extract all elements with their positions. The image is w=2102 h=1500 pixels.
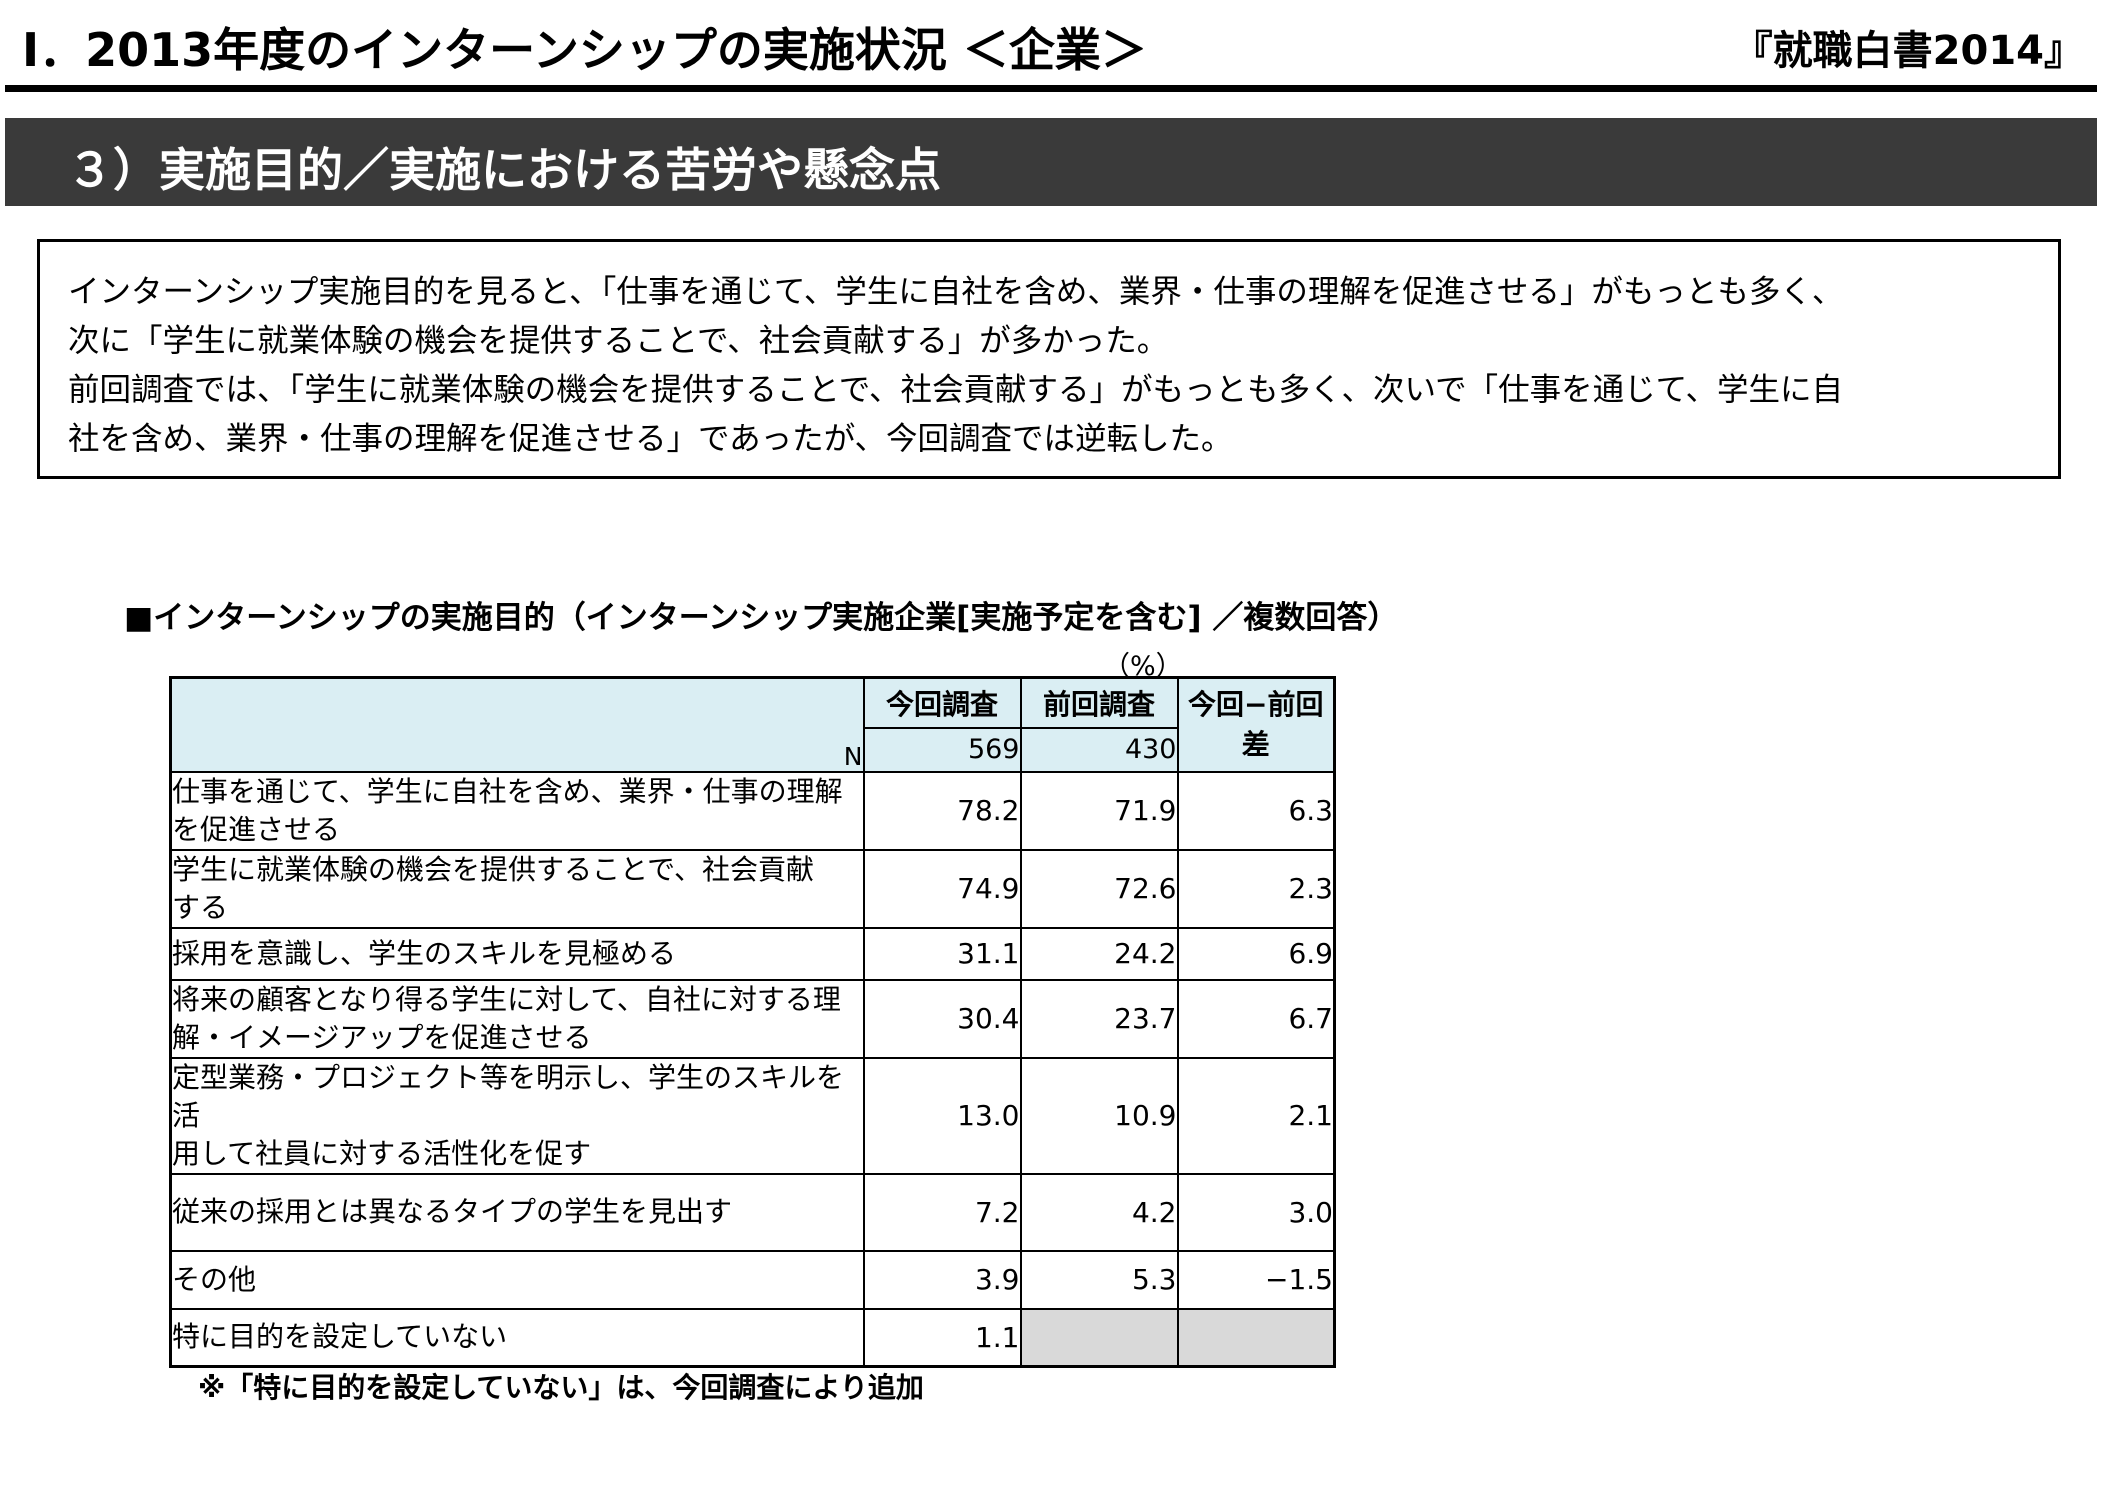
table-row: 特に目的を設定していない 1.1 — [169, 1307, 1336, 1368]
table-row: その他 3.9 5.3 −1.5 — [169, 1249, 1336, 1310]
row-label: 学生に就業体験の機会を提供することで、社会貢献 する — [169, 848, 865, 929]
row-label: 従来の採用とは異なるタイプの学生を見出す — [169, 1172, 865, 1252]
table-row: 定型業務・プロジェクト等を明示し、学生のスキルを活 用して社員に対する活性化を促… — [169, 1056, 1336, 1175]
page-header: Ⅰ．2013年度のインターンシップの実施状況 ＜企業＞ 『就職白書2014』 — [0, 0, 2102, 96]
page-title: Ⅰ．2013年度のインターンシップの実施状況 ＜企業＞ — [22, 23, 1147, 77]
table-row: 仕事を通じて、学生に自社を含め、業界・仕事の理解 を促進させる 78.2 71.… — [169, 770, 1336, 851]
cell-previous: 72.6 — [1019, 848, 1179, 929]
cell-diff: 2.3 — [1176, 848, 1336, 929]
summary-line: 社を含め、業界・仕事の理解を促進させる」であったが、今回調査では逆転した。 — [68, 421, 1233, 457]
summary-line: 次に「学生に就業体験の機会を提供することで、社会貢献する」が多かった。 — [68, 323, 1169, 359]
diff-header-line2: 差 — [1241, 727, 1270, 761]
table-row: 学生に就業体験の機会を提供することで、社会貢献 する 74.9 72.6 2.3 — [169, 848, 1336, 929]
cell-previous: 4.2 — [1019, 1172, 1179, 1252]
table-n-row: 569 430 — [171, 726, 1335, 773]
table-caption: ■インターンシップの実施目的（インターンシップ実施企業[実施予定を含む] ／複数… — [124, 600, 1399, 636]
diff-header-line1: 今回−前回 — [1188, 687, 1324, 721]
footnote: ※「特に目的を設定していない」は、今回調査により追加 — [198, 1371, 924, 1404]
col-header-previous: 前回調査 — [1019, 676, 1179, 729]
n-label-cell: N — [169, 676, 865, 773]
cell-current: 74.9 — [862, 848, 1022, 929]
cell-diff: 6.7 — [1176, 978, 1336, 1059]
row-label: その他 — [169, 1249, 865, 1310]
table-header-row: N 今回調査 前回調査 今回−前回 差 — [169, 676, 1336, 773]
row-label: 特に目的を設定していない — [169, 1307, 865, 1368]
row-label-line: 用して社員に対する活性化を促す — [172, 1136, 592, 1170]
row-label-line: 学生に就業体験の機会を提供することで、社会貢献 — [172, 852, 815, 886]
row-label-line: 定型業務・プロジェクト等を明示し、学生のスキルを活 — [172, 1060, 845, 1132]
section-bar: ３）実施目的／実施における苦労や懸念点 — [5, 118, 2097, 206]
cell-diff-empty — [1176, 1307, 1336, 1368]
row-label-line: する — [172, 890, 229, 924]
cell-previous: 23.7 — [1019, 978, 1179, 1059]
cell-current: 7.2 — [862, 1172, 1022, 1252]
table-row: 採用を意識し、学生のスキルを見極める 31.1 24.2 6.9 — [169, 926, 1336, 981]
table-row: 従来の採用とは異なるタイプの学生を見出す 7.2 4.2 3.0 — [169, 1172, 1336, 1252]
cell-current: 30.4 — [862, 978, 1022, 1059]
n-current: 569 — [862, 726, 1022, 773]
cell-current: 1.1 — [862, 1307, 1022, 1368]
row-label: 将来の顧客となり得る学生に対して、自社に対する理 解・イメージアップを促進させる — [169, 978, 865, 1059]
table-row: 将来の顧客となり得る学生に対して、自社に対する理 解・イメージアップを促進させる… — [169, 978, 1336, 1059]
row-label-line: 仕事を通じて、学生に自社を含め、業界・仕事の理解 — [172, 774, 843, 808]
cell-diff: 2.1 — [1176, 1056, 1336, 1175]
n-label: N — [843, 741, 863, 771]
row-label-line: 将来の顧客となり得る学生に対して、自社に対する理 — [172, 982, 841, 1016]
purpose-table: N 今回調査 前回調査 今回−前回 差 569 430 仕事を通じて、学生に自社… — [169, 676, 1336, 1368]
row-label: 仕事を通じて、学生に自社を含め、業界・仕事の理解 を促進させる — [169, 770, 865, 851]
cell-current: 31.1 — [862, 926, 1022, 981]
cell-current: 13.0 — [862, 1056, 1022, 1175]
cell-previous: 5.3 — [1019, 1249, 1179, 1310]
row-label-line: 解・イメージアップを促進させる — [172, 1020, 592, 1054]
col-header-diff: 今回−前回 差 — [1176, 676, 1336, 773]
cell-previous: 24.2 — [1019, 926, 1179, 981]
summary-line: インターンシップ実施目的を見ると、「仕事を通じて、学生に自社を含め、業界・仕事の… — [68, 274, 1844, 310]
row-label: 採用を意識し、学生のスキルを見極める — [169, 926, 865, 981]
row-label: 定型業務・プロジェクト等を明示し、学生のスキルを活 用して社員に対する活性化を促… — [169, 1056, 865, 1175]
cell-current: 78.2 — [862, 770, 1022, 851]
source-label: 『就職白書2014』 — [1732, 28, 2084, 74]
row-label-line: を促進させる — [172, 812, 341, 846]
summary-line: 前回調査では、「学生に就業体験の機会を提供することで、社会貢献する」がもっとも多… — [68, 372, 1844, 408]
cell-previous-empty — [1019, 1307, 1179, 1368]
summary-box: インターンシップ実施目的を見ると、「仕事を通じて、学生に自社を含め、業界・仕事の… — [37, 239, 2061, 479]
cell-current: 3.9 — [862, 1249, 1022, 1310]
cell-previous: 10.9 — [1019, 1056, 1179, 1175]
cell-diff: 6.9 — [1176, 926, 1336, 981]
cell-diff: −1.5 — [1176, 1249, 1336, 1310]
header-rule — [5, 85, 2097, 92]
cell-previous: 71.9 — [1019, 770, 1179, 851]
n-previous: 430 — [1019, 726, 1179, 773]
section-title: ３）実施目的／実施における苦労や懸念点 — [67, 143, 941, 197]
cell-diff: 3.0 — [1176, 1172, 1336, 1252]
col-header-current: 今回調査 — [862, 676, 1022, 729]
cell-diff: 6.3 — [1176, 770, 1336, 851]
